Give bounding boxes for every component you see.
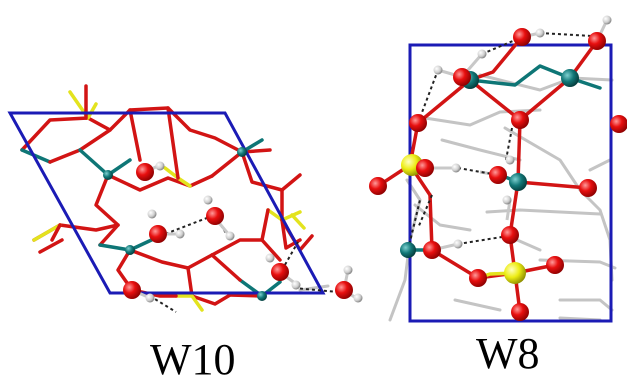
left-panel-label: W10 (150, 335, 236, 384)
oxygen-atom (136, 163, 154, 181)
metal-atom (400, 242, 416, 258)
hydrogen-atom (477, 49, 487, 59)
hydrogen-atom (175, 229, 185, 239)
oxygen-atom (511, 111, 529, 129)
oxygen-atom (423, 241, 441, 259)
left-unit-cell (7, 111, 326, 295)
oxygen-atom (501, 226, 519, 244)
right-hydrogen-atoms (433, 15, 612, 249)
hydrogen-atom (353, 293, 363, 303)
metal-atom (103, 170, 113, 180)
hydrogen-atom (505, 155, 515, 165)
left-framework-bonds (20, 84, 314, 312)
metal-atom (509, 173, 527, 191)
oxygen-atom (489, 166, 507, 184)
hydrogen-atom (451, 163, 461, 173)
oxygen-atom (409, 114, 427, 132)
hydrogen-atom (602, 15, 612, 25)
hydrogen-atom (502, 195, 512, 205)
oxygen-atom (416, 159, 434, 177)
right-hydrogen-bonds (407, 32, 593, 251)
right-panel-label: W8 (476, 329, 540, 378)
metal-atom (561, 69, 579, 87)
hydrogen-atom (535, 28, 545, 38)
hydrogen-atom (225, 231, 235, 241)
hydrogen-atom (265, 253, 275, 263)
hydrogen-atom (147, 209, 157, 219)
oxygen-atom (588, 32, 606, 50)
oxygen-atom (513, 28, 531, 46)
right-structure-panel (369, 15, 627, 323)
oxygen-atom (579, 179, 597, 197)
oxygen-atom (469, 269, 487, 287)
oxygen-atom (149, 225, 167, 243)
left-metal-atoms (103, 147, 267, 301)
oxygen-atom (123, 281, 141, 299)
oxygen-atom (335, 281, 353, 299)
metal-atom (257, 291, 267, 301)
hydrogen-atom (433, 65, 443, 75)
right-grey-bonds (388, 73, 617, 322)
left-oxygen-atoms (123, 163, 353, 299)
oxygen-atom (369, 177, 387, 195)
hydrogen-atom (155, 161, 165, 171)
right-oxygen-atoms (369, 28, 627, 321)
hydrogen-atom (145, 293, 155, 303)
hydrogen-atom (291, 280, 301, 290)
oxygen-atom (546, 256, 564, 274)
sulfur-atom (504, 262, 526, 284)
left-structure-panel (7, 84, 363, 313)
left-hydrogen-atoms (145, 161, 363, 303)
metal-atom (125, 245, 135, 255)
hydrogen-atom (453, 239, 463, 249)
hydrogen-atom (203, 195, 213, 205)
oxygen-atom (206, 207, 224, 225)
oxygen-atom (511, 303, 529, 321)
hydrogen-atom (343, 265, 353, 275)
oxygen-atom (453, 68, 471, 86)
oxygen-atom (271, 263, 289, 281)
metal-atom (237, 147, 247, 157)
oxygen-atom (610, 115, 627, 133)
right-unit-cell (408, 43, 613, 323)
